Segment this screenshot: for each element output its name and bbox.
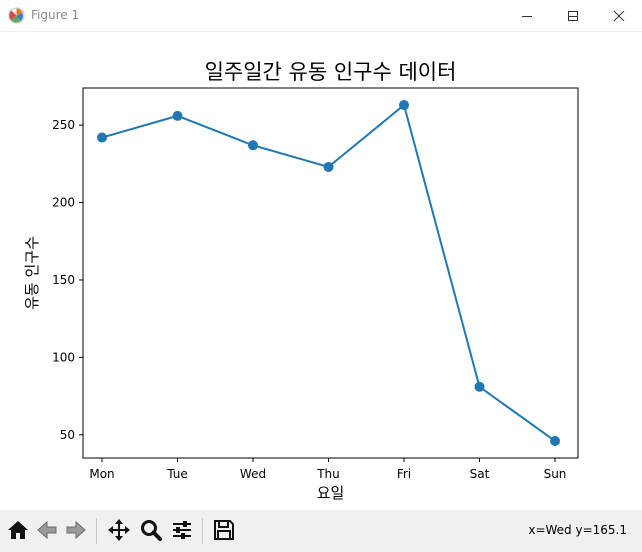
series-line [102, 105, 555, 441]
x-tick-label: Sun [544, 467, 567, 481]
y-tick-label: 50 [60, 428, 75, 442]
plot-frame [83, 88, 578, 458]
y-tick-label: 250 [52, 118, 75, 132]
minimize-button-alt[interactable] [504, 0, 550, 31]
data-point [324, 162, 334, 172]
data-point [475, 382, 485, 392]
configure-subplots-icon [170, 518, 194, 542]
minimize-icon [521, 10, 533, 22]
data-point [173, 111, 183, 121]
matplotlib-icon [8, 7, 25, 24]
navigation-toolbar: x=Wed y=165.1 [0, 510, 642, 552]
x-tick-label: Tue [166, 467, 188, 481]
window-title: Figure 1 [31, 8, 79, 22]
line-chart: 일주일간 유동 인구수 데이터 Mon Tue Wed Thu Fri Sat Sun 50 10… [0, 32, 642, 510]
pan-button[interactable] [106, 516, 132, 544]
figure-canvas[interactable]: 일주일간 유동 인구수 데이터 Mon Tue Wed Thu Fri Sat Sun 50 10… [0, 32, 642, 510]
home-button[interactable] [5, 516, 31, 544]
toolbar-separator [96, 518, 97, 544]
configure-subplots-button[interactable] [169, 516, 195, 544]
maximize-button[interactable] [550, 0, 596, 31]
back-arrow-icon [35, 518, 59, 542]
toolbar-separator [202, 518, 203, 544]
cursor-coordinates: x=Wed y=165.1 [528, 523, 627, 537]
y-tick-label: 200 [52, 196, 75, 210]
pan-move-icon [107, 518, 131, 542]
y-tick-label: 150 [52, 273, 75, 287]
save-button[interactable] [211, 516, 237, 544]
zoom-magnifier-icon [139, 518, 163, 542]
x-tick-label: Thu [316, 467, 340, 481]
y-tick-label: 100 [52, 350, 75, 364]
forward-button[interactable] [63, 516, 89, 544]
forward-arrow-icon [64, 518, 88, 542]
x-axis-label: 요일 [317, 484, 345, 502]
chart-title: 일주일간 유동 인구수 데이터 [205, 60, 457, 84]
data-point [97, 133, 107, 143]
save-floppy-icon [212, 518, 236, 542]
data-point [248, 140, 258, 150]
data-point [550, 436, 560, 446]
x-tick-label: Fri [397, 467, 411, 481]
y-axis-label: 유동 인구수 [23, 236, 41, 310]
back-button[interactable] [34, 516, 60, 544]
x-tick-label: Wed [240, 467, 266, 481]
close-icon [613, 10, 625, 22]
x-tick-label: Sat [470, 467, 490, 481]
zoom-button[interactable] [138, 516, 164, 544]
close-button[interactable] [596, 0, 642, 31]
x-tick-label: Mon [89, 467, 114, 481]
home-icon [6, 518, 30, 542]
maximize-icon [567, 10, 579, 22]
window-titlebar: Figure 1 [0, 0, 642, 32]
data-point [399, 100, 409, 110]
